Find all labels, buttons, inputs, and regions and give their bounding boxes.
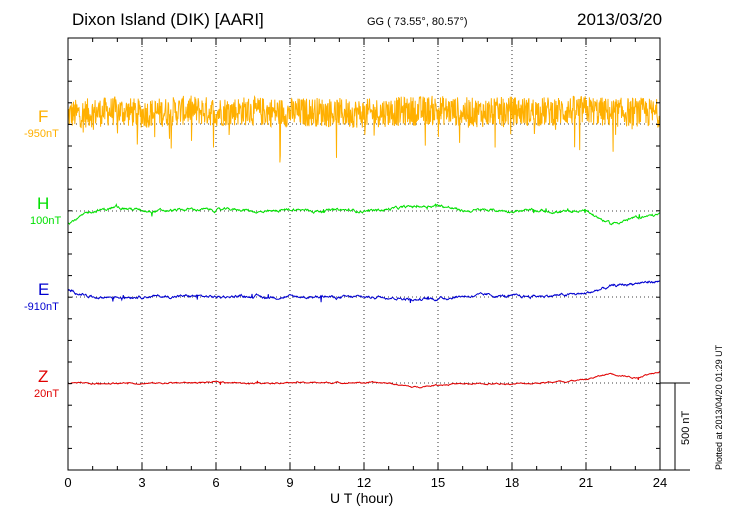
plot-date: 2013/03/20 — [577, 10, 663, 29]
plotted-timestamp: Plotted at 2013/04/20 01:29 UT — [714, 344, 724, 470]
x-tick-label-18: 18 — [504, 475, 520, 490]
scale-bar — [660, 382, 690, 471]
grid-lines — [141, 38, 587, 470]
series-group — [67, 94, 661, 389]
channel-h-label: H — [37, 194, 50, 213]
x-tick-label-9: 9 — [286, 475, 294, 490]
channel-f-baseline: -950nT — [24, 128, 59, 140]
geo-coordinates: GG ( 73.55°, 80.57°) — [367, 16, 468, 28]
x-tick-label-21: 21 — [578, 475, 594, 490]
series-z-line — [67, 371, 660, 389]
channel-h-baseline: 100nT — [30, 215, 62, 227]
series-h-line — [67, 202, 661, 226]
x-tick-label-3: 3 — [138, 475, 146, 490]
x-tick-label-6: 6 — [212, 475, 220, 490]
scale-bar-label: 500 nT — [680, 410, 692, 445]
channel-e-baseline: -910nT — [24, 301, 59, 313]
series-f-line — [67, 94, 661, 163]
channel-f-label: F — [38, 107, 49, 126]
x-tick-label-15: 15 — [430, 475, 446, 490]
series-e-line — [68, 280, 661, 303]
x-axis-label: U T (hour) — [330, 490, 394, 506]
x-tick-label-12: 12 — [356, 475, 372, 490]
channel-e-label: E — [38, 280, 50, 299]
channel-z-label: Z — [38, 367, 49, 386]
station-title: Dixon Island (DIK) [AARI] — [72, 10, 264, 29]
x-tick-label-24: 24 — [652, 475, 668, 490]
x-tick-label-0: 0 — [64, 475, 72, 490]
axis-ticks — [67, 38, 661, 470]
channel-z-baseline: 20nT — [34, 388, 60, 400]
